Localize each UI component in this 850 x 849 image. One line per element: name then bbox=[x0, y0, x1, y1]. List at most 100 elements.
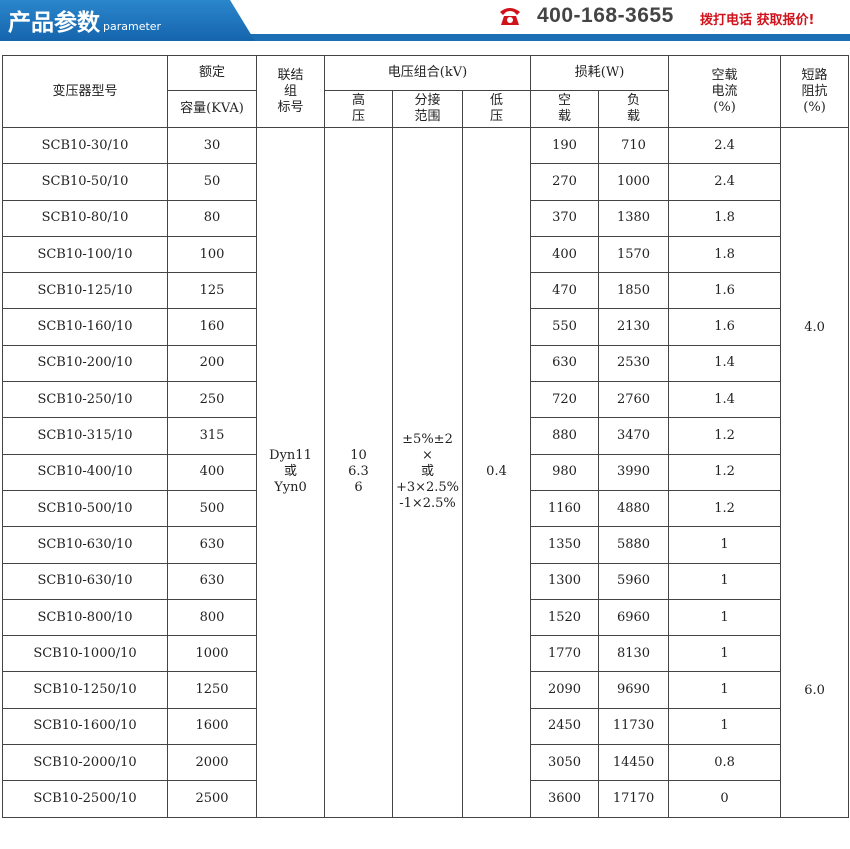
cell-capacity: 50 bbox=[167, 163, 257, 201]
cell-noload-current: 1 bbox=[668, 671, 782, 709]
impedance-value: 6.0 bbox=[804, 683, 825, 698]
cell-capacity: 30 bbox=[167, 126, 257, 165]
cell-load-loss: 2130 bbox=[598, 308, 670, 346]
cell-capacity: 630 bbox=[167, 562, 257, 600]
cell-noload-loss: 470 bbox=[530, 272, 600, 310]
cell-noload-current: 1.8 bbox=[668, 199, 782, 237]
cell-noload-loss: 2090 bbox=[530, 671, 600, 709]
cell-noload-loss: 720 bbox=[530, 381, 600, 419]
cell-load-loss: 1570 bbox=[598, 235, 670, 274]
cell-model: SCB10-500/10 bbox=[2, 489, 168, 528]
cell-capacity: 80 bbox=[167, 199, 257, 237]
cell-noload-current: 1 bbox=[668, 562, 782, 600]
cell-load-loss: 710 bbox=[598, 126, 670, 165]
cell-hv: 10 6.3 6 bbox=[324, 127, 393, 818]
cell-noload-loss: 630 bbox=[530, 344, 600, 383]
header-noload-current: 空载 电流 (%) bbox=[668, 55, 782, 128]
header-hv: 高 压 bbox=[324, 90, 393, 128]
table-row: SCB10-250/10 250 720 2760 1.4 bbox=[2, 381, 849, 419]
cell-load-loss: 1380 bbox=[598, 199, 670, 237]
phone-icon bbox=[500, 8, 520, 25]
cell-model: SCB10-630/10 bbox=[2, 526, 168, 564]
cell-capacity: 315 bbox=[167, 417, 257, 455]
cell-model: SCB10-315/10 bbox=[2, 417, 168, 455]
cell-model: SCB10-400/10 bbox=[2, 453, 168, 491]
cell-model: SCB10-1250/10 bbox=[2, 671, 168, 709]
cell-tap: ±5%±2 × 或 +3×2.5% -1×2.5% bbox=[392, 127, 463, 818]
cell-noload-current: 1 bbox=[668, 526, 782, 564]
cell-noload-current: 1.6 bbox=[668, 272, 782, 310]
cell-capacity: 400 bbox=[167, 453, 257, 491]
header-capacity: 容量(KVA) bbox=[167, 90, 257, 128]
table-row: SCB10-80/10 80 370 1380 1.8 bbox=[2, 199, 849, 237]
table-row: SCB10-500/10 500 1160 4880 1.2 bbox=[2, 489, 849, 528]
cell-connection: Dyn11 或 Yyn0 bbox=[256, 127, 325, 818]
header-loss: 损耗(W) bbox=[530, 55, 670, 91]
cell-capacity: 630 bbox=[167, 526, 257, 564]
cell-noload-loss: 1300 bbox=[530, 562, 600, 600]
cell-noload-current: 1.4 bbox=[668, 381, 782, 419]
cell-load-loss: 3990 bbox=[598, 453, 670, 491]
cell-capacity: 800 bbox=[167, 598, 257, 637]
cell-noload-loss: 370 bbox=[530, 199, 600, 237]
cell-model: SCB10-80/10 bbox=[2, 199, 168, 237]
cell-capacity: 125 bbox=[167, 272, 257, 310]
cell-load-loss: 14450 bbox=[598, 744, 670, 782]
header-rated: 额定 bbox=[167, 55, 257, 91]
table-row: SCB10-50/10 50 270 1000 2.4 bbox=[2, 163, 849, 201]
banner: 产品参数 parameter 400-168-3655 拨打电话 获取报价! bbox=[0, 0, 850, 42]
cell-model: SCB10-250/10 bbox=[2, 381, 168, 419]
cell-noload-loss: 1770 bbox=[530, 635, 600, 673]
table-row: SCB10-30/10 30 Dyn11 或 Yyn0 10 6.3 6 ±5%±2 ×… bbox=[2, 126, 850, 818]
cell-noload-loss: 3050 bbox=[530, 744, 600, 782]
cell-noload-loss: 880 bbox=[530, 417, 600, 455]
cell-capacity: 200 bbox=[167, 344, 257, 383]
cell-noload-current: 1.8 bbox=[668, 235, 782, 274]
cell-noload-current: 2.4 bbox=[668, 126, 782, 165]
table-row: SCB10-315/10 315 880 3470 1.2 bbox=[2, 417, 849, 455]
cell-noload-loss: 400 bbox=[530, 235, 600, 274]
cell-capacity: 1600 bbox=[167, 707, 257, 746]
cell-capacity: 100 bbox=[167, 235, 257, 274]
table-row: SCB10-630/10 630 1350 5880 1 bbox=[2, 526, 849, 564]
cell-load-loss: 2530 bbox=[598, 344, 670, 383]
table-row: SCB10-100/10 100 400 1570 1.8 bbox=[2, 235, 849, 274]
table-row: SCB10-800/10 800 1520 6960 1 bbox=[2, 598, 849, 637]
cell-noload-loss: 550 bbox=[530, 308, 600, 346]
cell-noload-current: 1.2 bbox=[668, 453, 782, 491]
cell-noload-loss: 1350 bbox=[530, 526, 600, 564]
cell-lv: 0.4 bbox=[461, 127, 532, 818]
cell-load-loss: 6960 bbox=[598, 598, 670, 637]
cell-noload-current: 1 bbox=[668, 635, 782, 673]
cell-noload-loss: 270 bbox=[530, 163, 600, 201]
cell-model: SCB10-100/10 bbox=[2, 235, 168, 274]
cell-model: SCB10-30/10 bbox=[2, 126, 168, 165]
cell-capacity: 2000 bbox=[167, 744, 257, 782]
title-subtitle: parameter bbox=[103, 20, 162, 33]
page-title: 产品参数 parameter bbox=[8, 3, 161, 37]
cell-noload-loss: 980 bbox=[530, 453, 600, 491]
cell-load-loss: 17170 bbox=[598, 780, 670, 818]
phone-number[interactable]: 400-168-3655 bbox=[537, 4, 674, 27]
parameter-table: 变压器型号 额定 联结 组 标号 电压组合(kV) 损耗(W) 空载 电流 (%… bbox=[2, 55, 850, 818]
cell-load-loss: 1000 bbox=[598, 163, 670, 201]
cell-capacity: 250 bbox=[167, 381, 257, 419]
call-to-action: 拨打电话 获取报价! bbox=[700, 13, 815, 28]
cell-noload-loss: 190 bbox=[530, 126, 600, 165]
header-connection: 联结 组 标号 bbox=[256, 55, 325, 128]
table-row: SCB10-160/10 160 550 2130 1.6 bbox=[2, 308, 849, 346]
cell-load-loss: 3470 bbox=[598, 417, 670, 455]
impedance-value: 4.0 bbox=[804, 320, 825, 335]
cell-model: SCB10-630/10 bbox=[2, 562, 168, 600]
cell-noload-current: 1 bbox=[668, 707, 782, 746]
cell-noload-loss: 3600 bbox=[530, 780, 600, 818]
banner-tab bbox=[0, 0, 255, 41]
cell-capacity: 500 bbox=[167, 489, 257, 528]
cell-load-loss: 1850 bbox=[598, 272, 670, 310]
cell-noload-current: 0 bbox=[668, 780, 782, 818]
cell-load-loss: 8130 bbox=[598, 635, 670, 673]
table-row: SCB10-1600/10 1600 2450 11730 1 bbox=[2, 707, 849, 746]
cell-noload-loss: 1520 bbox=[530, 598, 600, 637]
cell-noload-current: 1.6 bbox=[668, 308, 782, 346]
cell-noload-current: 1 bbox=[668, 598, 782, 637]
